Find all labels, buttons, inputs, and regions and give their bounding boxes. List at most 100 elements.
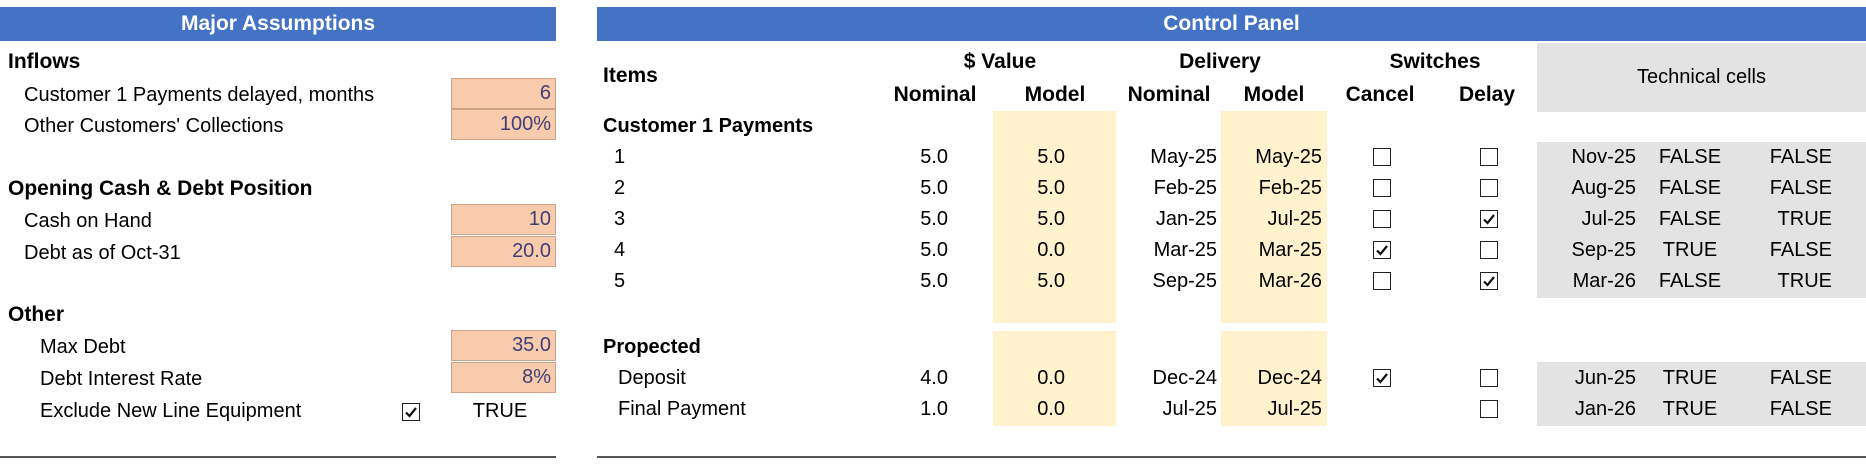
delay-checkbox[interactable] xyxy=(1480,241,1498,259)
row-nominal-value: 5.0 xyxy=(920,177,948,199)
cancel-checkbox[interactable] xyxy=(1373,272,1391,290)
header-value: $ Value xyxy=(963,50,1037,73)
header-items: Items xyxy=(603,64,658,87)
model-value-column-bg xyxy=(993,111,1116,323)
row-nominal-value: 5.0 xyxy=(920,270,948,292)
row-nominal-delivery: Jul-25 xyxy=(1162,398,1217,420)
row-nominal-delivery: Mar-25 xyxy=(1153,239,1217,261)
exclude-label: Exclude New Line Equipment xyxy=(40,400,302,422)
row-item-label: Final Payment xyxy=(618,398,746,420)
row-item-label: 4 xyxy=(614,239,626,261)
maxdebt-input[interactable]: 35.0 xyxy=(451,330,556,361)
row-model-delivery: Dec-24 xyxy=(1257,367,1322,389)
delay-checkbox[interactable] xyxy=(1480,210,1498,228)
row-model-delivery: Jul-25 xyxy=(1267,208,1322,230)
cancel-checkbox[interactable] xyxy=(1373,179,1391,197)
header-cancel: Cancel xyxy=(1345,83,1415,106)
row-tech-flag-2: FALSE xyxy=(1769,146,1832,168)
row-tech-flag-1: FALSE xyxy=(1658,177,1722,199)
row-nominal-delivery: Sep-25 xyxy=(1152,270,1218,292)
header-nominal-delivery: Nominal xyxy=(1127,83,1211,106)
row-tech-flag-2: FALSE xyxy=(1769,177,1832,199)
cancel-checkbox[interactable] xyxy=(1373,369,1391,387)
row-tech-flag-2: TRUE xyxy=(1777,270,1832,292)
cash-label: Cash on Hand xyxy=(24,210,152,232)
row-model-value: 5.0 xyxy=(1037,208,1065,230)
row-model-delivery: Mar-26 xyxy=(1258,270,1322,292)
row-item-label: 2 xyxy=(614,177,626,199)
rate-label: Debt Interest Rate xyxy=(40,368,203,390)
row-nominal-delivery: Jan-25 xyxy=(1155,208,1217,230)
delay-checkbox[interactable] xyxy=(1480,272,1498,290)
cancel-checkbox[interactable] xyxy=(1373,148,1391,166)
row-item-label: 5 xyxy=(614,270,626,292)
row-tech-date: Sep-25 xyxy=(1571,239,1637,261)
row-tech-date: Nov-25 xyxy=(1571,146,1636,168)
row-item-label: Deposit xyxy=(618,367,686,389)
delay-checkbox[interactable] xyxy=(1480,369,1498,387)
model-value-column-bg-2 xyxy=(993,331,1116,426)
row-nominal-value: 4.0 xyxy=(920,367,948,389)
group-customer1: Customer 1 Payments xyxy=(603,115,814,137)
row-nominal-value: 1.0 xyxy=(920,398,948,420)
row-tech-flag-1: FALSE xyxy=(1658,146,1722,168)
exclude-checkbox[interactable] xyxy=(402,403,420,421)
technical-block-2-bg xyxy=(1537,362,1866,426)
header-delivery: Delivery xyxy=(1179,50,1261,73)
row-model-delivery: May-25 xyxy=(1255,146,1322,168)
row-nominal-delivery: May-25 xyxy=(1150,146,1217,168)
header-model-delivery: Model xyxy=(1243,83,1305,106)
cash-input[interactable]: 10 xyxy=(451,204,556,235)
row-tech-flag-1: FALSE xyxy=(1658,208,1722,230)
technical-header-bg xyxy=(1537,43,1866,112)
row-nominal-value: 5.0 xyxy=(920,239,948,261)
model-delivery-column-bg-2 xyxy=(1221,331,1327,426)
row-tech-flag-1: FALSE xyxy=(1658,270,1722,292)
row-tech-flag-1: TRUE xyxy=(1662,239,1718,261)
row-model-value: 5.0 xyxy=(1037,177,1065,199)
assumptions-title: Major Assumptions xyxy=(0,7,556,41)
row-tech-date: Aug-25 xyxy=(1571,177,1637,199)
section-other: Other xyxy=(8,303,65,326)
row-model-delivery: Feb-25 xyxy=(1258,177,1322,199)
row-nominal-value: 5.0 xyxy=(920,146,948,168)
row-nominal-value: 5.0 xyxy=(920,208,948,230)
debt-input[interactable]: 20.0 xyxy=(451,236,556,267)
group-projected: Propected xyxy=(603,336,701,358)
row-tech-flag-2: FALSE xyxy=(1769,398,1832,420)
row-tech-date: Jul-25 xyxy=(1581,208,1636,230)
cust1-delay-input[interactable]: 6 xyxy=(451,78,556,109)
row-tech-flag-2: FALSE xyxy=(1769,367,1832,389)
cancel-checkbox[interactable] xyxy=(1373,241,1391,259)
header-model-value: Model xyxy=(1024,83,1086,106)
delay-checkbox[interactable] xyxy=(1480,148,1498,166)
delay-checkbox[interactable] xyxy=(1480,179,1498,197)
section-opening: Opening Cash & Debt Position xyxy=(8,177,313,200)
row-model-value: 0.0 xyxy=(1037,239,1065,261)
row-nominal-delivery: Dec-24 xyxy=(1152,367,1217,389)
header-delay: Delay xyxy=(1458,83,1516,106)
exclude-value: TRUE xyxy=(472,400,528,422)
rate-input[interactable]: 8% xyxy=(451,362,556,393)
row-nominal-delivery: Feb-25 xyxy=(1153,177,1217,199)
row-model-value: 0.0 xyxy=(1037,367,1065,389)
row-model-value: 0.0 xyxy=(1037,398,1065,420)
row-tech-flag-2: TRUE xyxy=(1777,208,1832,230)
row-tech-flag-2: FALSE xyxy=(1769,239,1832,261)
section-inflows: Inflows xyxy=(8,50,81,73)
assumptions-bottom-rule xyxy=(0,456,556,458)
row-item-label: 3 xyxy=(614,208,626,230)
control-panel-title: Control Panel xyxy=(597,7,1866,41)
maxdebt-label: Max Debt xyxy=(40,336,126,358)
header-switches: Switches xyxy=(1389,50,1481,73)
collections-label: Other Customers' Collections xyxy=(24,115,284,137)
row-tech-flag-1: TRUE xyxy=(1662,398,1718,420)
row-tech-date: Jun-25 xyxy=(1574,367,1636,389)
collections-input[interactable]: 100% xyxy=(451,109,556,140)
cancel-checkbox[interactable] xyxy=(1373,210,1391,228)
row-model-value: 5.0 xyxy=(1037,146,1065,168)
header-nominal-value: Nominal xyxy=(893,83,977,106)
delay-checkbox[interactable] xyxy=(1480,400,1498,418)
row-model-value: 5.0 xyxy=(1037,270,1065,292)
cust1-delay-label: Customer 1 Payments delayed, months xyxy=(24,84,375,106)
